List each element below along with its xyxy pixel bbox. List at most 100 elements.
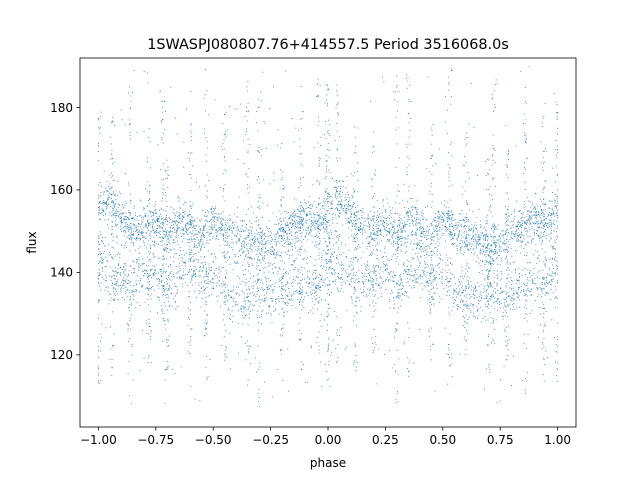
scatter-point	[406, 282, 408, 284]
scatter-point	[486, 289, 488, 291]
scatter-point	[516, 280, 518, 282]
scatter-point	[203, 265, 205, 267]
scatter-point	[310, 214, 312, 216]
scatter-point	[478, 308, 480, 310]
scatter-point	[265, 242, 267, 244]
scatter-point	[305, 292, 307, 294]
scatter-point	[430, 283, 432, 285]
scatter-point	[337, 215, 339, 217]
scatter-point	[362, 251, 364, 253]
scatter-point	[125, 203, 127, 205]
scatter-point	[399, 249, 401, 251]
scatter-point	[109, 183, 111, 185]
scatter-point	[313, 200, 315, 202]
scatter-point	[143, 275, 145, 277]
scatter-point	[462, 218, 464, 220]
scatter-point	[418, 265, 421, 267]
scatter-point	[384, 229, 386, 231]
scatter-point	[290, 215, 292, 217]
scatter-point	[497, 298, 499, 300]
scatter-point	[122, 279, 124, 281]
scatter-point	[554, 272, 556, 274]
scatter-point	[222, 233, 224, 235]
scatter-point	[518, 306, 520, 308]
scatter-point	[330, 260, 332, 262]
scatter-point	[551, 214, 553, 216]
scatter-point	[179, 218, 181, 220]
scatter-point	[550, 200, 552, 202]
scatter-point	[412, 231, 414, 233]
scatter-point	[205, 263, 207, 266]
scatter-point	[119, 290, 121, 292]
scatter-point	[362, 228, 364, 230]
scatter-point	[267, 277, 269, 280]
scatter-point	[524, 267, 526, 270]
scatter-point	[526, 282, 528, 284]
scatter-point	[329, 258, 331, 260]
scatter-point	[301, 291, 303, 293]
scatter-point	[449, 210, 451, 212]
scatter-point	[351, 213, 353, 215]
scatter-point	[99, 212, 101, 214]
scatter-point	[401, 292, 403, 295]
scatter-point	[493, 252, 495, 254]
scatter-point	[433, 236, 435, 238]
scatter-point	[209, 280, 211, 282]
scatter-point	[294, 260, 296, 262]
scatter-point	[540, 282, 542, 284]
scatter-point	[148, 223, 150, 225]
scatter-point	[525, 224, 528, 226]
scatter-point	[172, 256, 174, 258]
scatter-point	[383, 227, 386, 229]
scatter-point	[515, 292, 517, 295]
scatter-point	[391, 236, 393, 238]
scatter-point	[485, 260, 487, 262]
scatter-point	[308, 225, 310, 227]
scatter-point	[404, 221, 406, 223]
scatter-point	[378, 217, 380, 219]
scatter-point	[142, 258, 144, 260]
scatter-point	[331, 203, 333, 205]
scatter-point	[144, 269, 146, 272]
scatter-point	[229, 225, 231, 227]
scatter-point	[319, 208, 321, 210]
scatter-point	[391, 280, 393, 282]
scatter-point	[506, 245, 508, 247]
scatter-point	[214, 207, 217, 209]
scatter-point	[335, 195, 337, 197]
scatter-point	[123, 280, 125, 282]
scatter-point	[494, 252, 496, 254]
scatter-point	[461, 237, 463, 239]
scatter-point	[372, 294, 374, 296]
scatter-point	[472, 226, 474, 228]
scatter-point	[500, 287, 502, 289]
scatter-point	[450, 220, 452, 222]
scatter-point	[341, 204, 343, 206]
scatter-point	[100, 185, 102, 187]
scatter-point	[262, 234, 264, 236]
scatter-point	[122, 213, 124, 215]
scatter-point	[254, 240, 256, 242]
scatter-point	[242, 274, 245, 276]
scatter-point	[419, 275, 421, 277]
scatter-point	[145, 215, 147, 217]
scatter-point	[527, 222, 529, 224]
scatter-point	[486, 233, 488, 235]
scatter-point	[392, 271, 394, 273]
scatter-point	[466, 263, 468, 265]
scatter-point	[388, 260, 390, 262]
scatter-point	[445, 278, 447, 280]
scatter-point	[228, 225, 230, 227]
scatter-point	[308, 231, 310, 233]
scatter-point	[351, 205, 353, 207]
scatter-point	[137, 234, 139, 236]
scatter-point	[312, 279, 314, 281]
scatter-point	[201, 270, 203, 273]
scatter-point	[432, 280, 434, 282]
scatter-point	[159, 226, 161, 228]
scatter-point	[345, 209, 347, 211]
scatter-point	[446, 271, 448, 273]
scatter-point	[486, 247, 488, 249]
scatter-point	[517, 237, 519, 239]
scatter-point	[226, 219, 229, 221]
